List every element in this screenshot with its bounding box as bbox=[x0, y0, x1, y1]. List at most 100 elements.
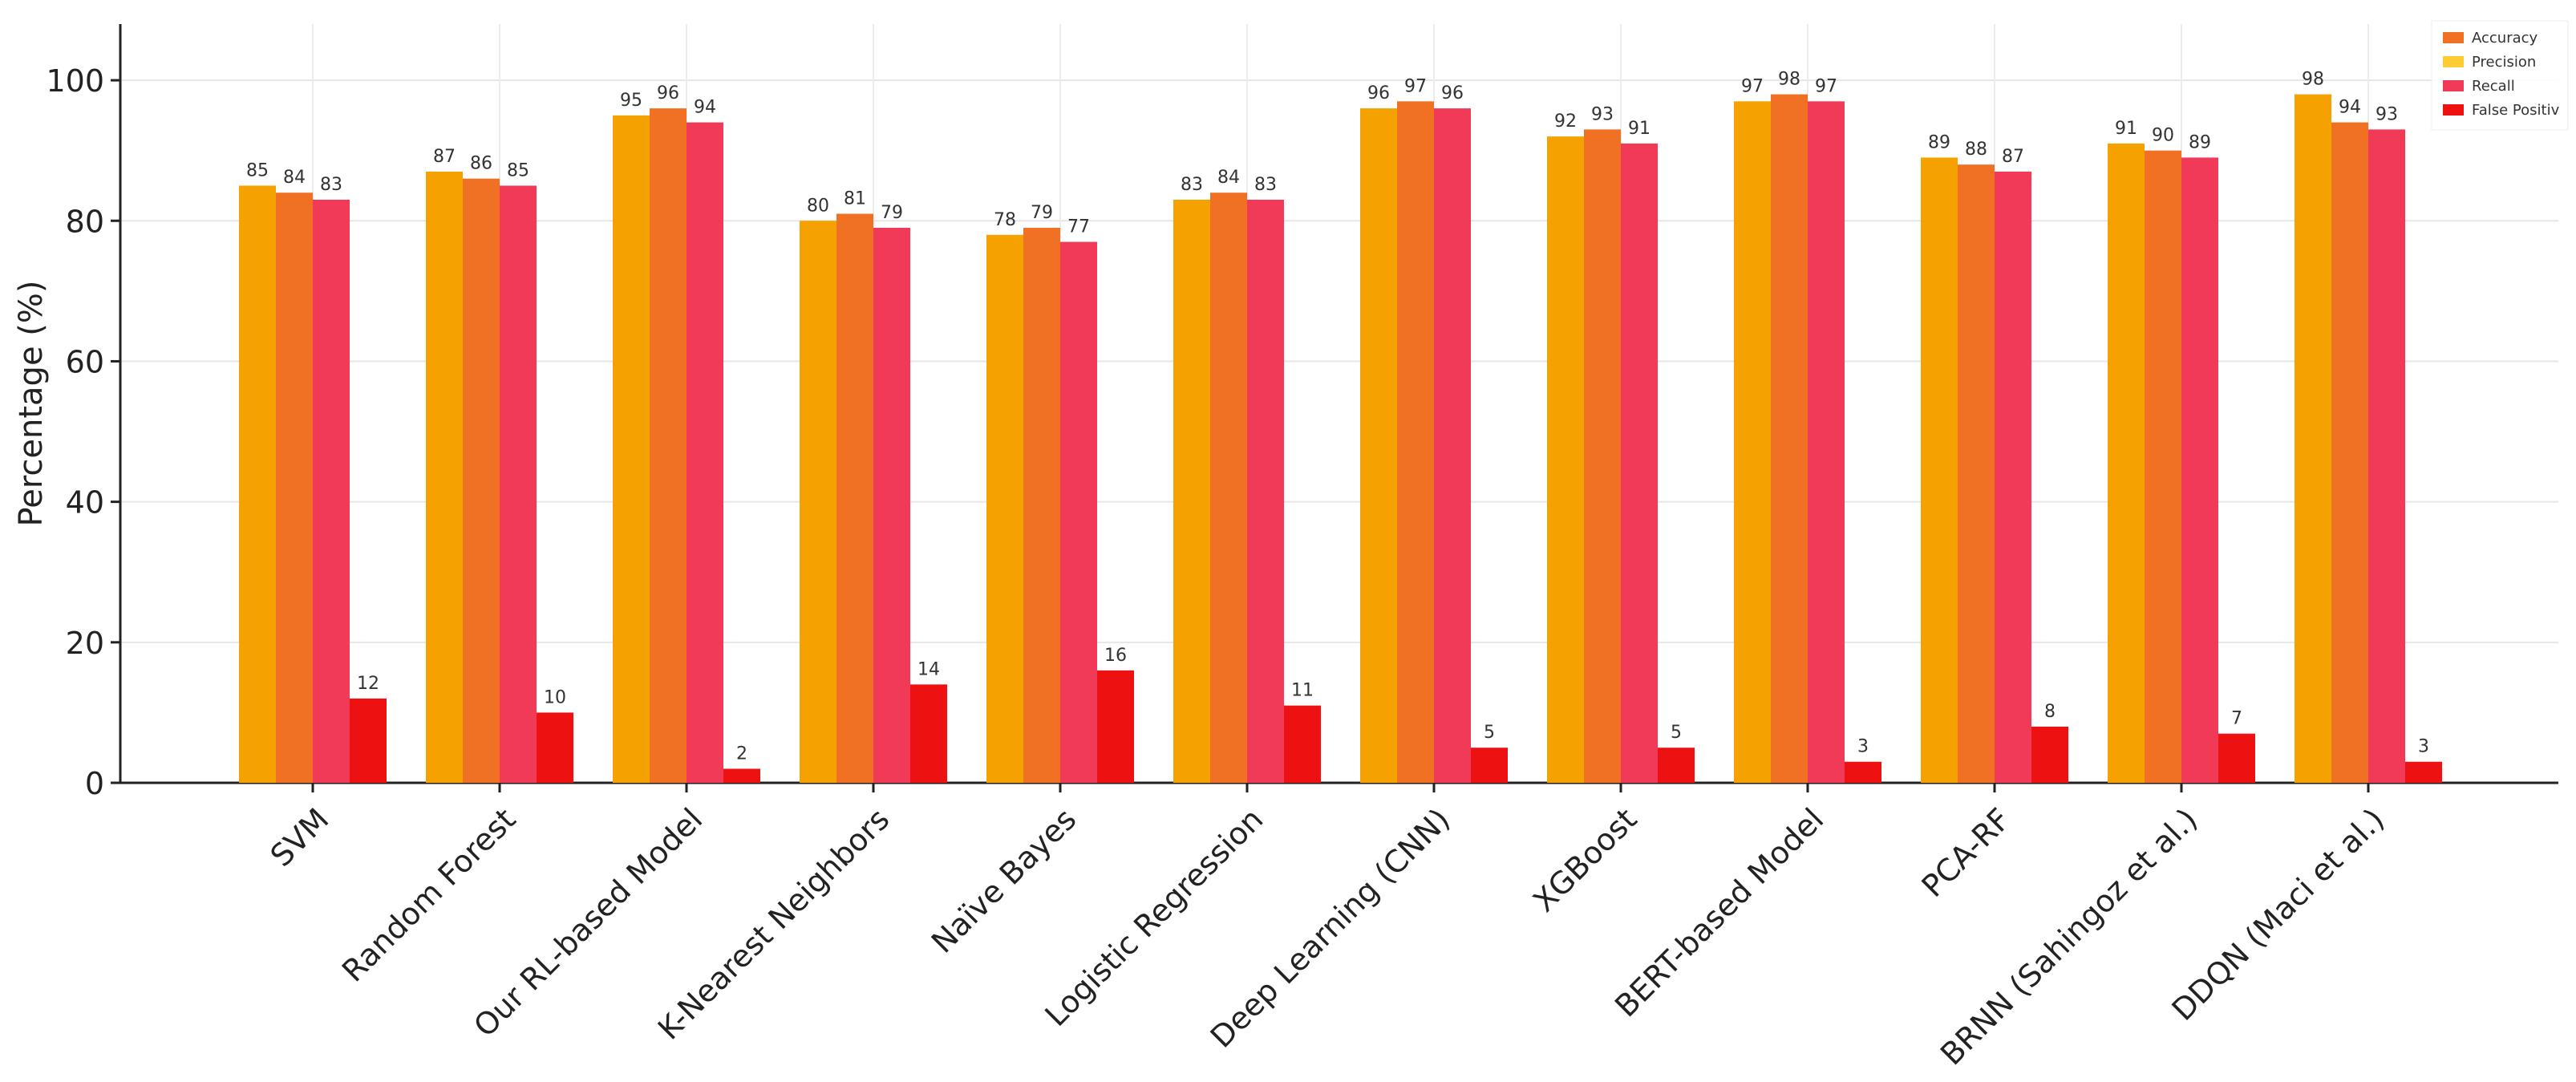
bar-precision bbox=[1397, 101, 1434, 783]
data-label: 89 bbox=[1928, 132, 1950, 152]
bar-accuracy bbox=[800, 221, 836, 783]
bar-false-positiv bbox=[2218, 733, 2255, 783]
bar-false-positiv bbox=[1658, 748, 1695, 783]
y-tick-label: 20 bbox=[66, 626, 104, 661]
data-label: 5 bbox=[1484, 723, 1495, 743]
legend: Accuracy Precision Recall False Positiv bbox=[2431, 20, 2569, 131]
bar-accuracy bbox=[2108, 143, 2145, 783]
x-tick-label: Naïve Bayes bbox=[925, 801, 1083, 959]
bar-precision bbox=[1958, 164, 1995, 783]
bar-precision bbox=[1023, 228, 1060, 783]
data-label: 92 bbox=[1554, 111, 1577, 132]
bar-false-positiv bbox=[537, 712, 573, 783]
bar-accuracy bbox=[986, 234, 1023, 783]
bar-false-positiv bbox=[2031, 726, 2068, 783]
bar-recall bbox=[1621, 143, 1658, 783]
data-label: 98 bbox=[1778, 70, 1800, 90]
bar-accuracy bbox=[1547, 136, 1584, 784]
bar-recall bbox=[313, 199, 350, 784]
x-tick-label: PCA-RF bbox=[1915, 801, 2018, 904]
data-label: 94 bbox=[2339, 98, 2361, 118]
bar-accuracy bbox=[613, 115, 650, 784]
bar-recall bbox=[687, 122, 723, 783]
bar-accuracy bbox=[2295, 94, 2331, 783]
data-label: 16 bbox=[1104, 646, 1127, 666]
bar-accuracy bbox=[1360, 108, 1397, 784]
bar-precision bbox=[463, 178, 500, 783]
bar-precision bbox=[1210, 192, 1247, 783]
data-label: 14 bbox=[917, 659, 940, 679]
bar-recall bbox=[873, 228, 910, 783]
x-tick-label: SVM bbox=[264, 801, 336, 873]
legend-swatch bbox=[2443, 104, 2464, 115]
data-label: 8 bbox=[2044, 702, 2056, 722]
data-label: 3 bbox=[1857, 737, 1869, 757]
data-label: 97 bbox=[1404, 76, 1427, 96]
data-label: 93 bbox=[2376, 104, 2398, 124]
legend-label: Accuracy bbox=[2472, 30, 2538, 47]
x-tick-label: DDQN (Maci et al.) bbox=[2165, 801, 2392, 1027]
data-label: 84 bbox=[283, 168, 306, 188]
data-label: 5 bbox=[1671, 723, 1682, 743]
data-label: 7 bbox=[2231, 709, 2242, 729]
legend-swatch bbox=[2443, 56, 2464, 67]
data-label: 79 bbox=[881, 203, 903, 223]
data-label: 81 bbox=[844, 189, 866, 209]
data-label: 87 bbox=[433, 147, 456, 167]
data-label: 87 bbox=[2002, 147, 2024, 167]
y-tick-label: 60 bbox=[66, 344, 104, 379]
data-label: 91 bbox=[2115, 119, 2137, 139]
data-label: 12 bbox=[357, 674, 379, 694]
data-label: 95 bbox=[620, 91, 642, 111]
data-label: 96 bbox=[657, 83, 679, 103]
bar-false-positiv bbox=[350, 698, 387, 783]
bar-recall bbox=[1995, 171, 2031, 783]
data-label: 85 bbox=[507, 160, 529, 180]
bar-false-positiv bbox=[910, 684, 947, 783]
bar-false-positiv bbox=[723, 768, 760, 783]
bar-precision bbox=[836, 213, 873, 783]
legend-swatch bbox=[2443, 80, 2464, 91]
y-tick-label: 40 bbox=[66, 485, 104, 521]
y-tick-label: 80 bbox=[66, 204, 104, 239]
bar-precision bbox=[276, 192, 313, 783]
x-tick-label: BERT-based Model bbox=[1608, 801, 1830, 1023]
bar-precision bbox=[1771, 94, 1808, 783]
bar-recall bbox=[500, 185, 537, 784]
bar-accuracy bbox=[1734, 101, 1771, 783]
bar-recall bbox=[1808, 101, 1845, 783]
data-label: 88 bbox=[1965, 140, 1987, 160]
data-label: 91 bbox=[1628, 119, 1651, 139]
legend-label: Recall bbox=[2472, 78, 2515, 95]
data-label: 90 bbox=[2152, 126, 2174, 146]
y-axis-label: Percentage (%) bbox=[13, 281, 50, 527]
legend-label: Precision bbox=[2472, 54, 2536, 71]
data-label: 94 bbox=[694, 98, 716, 118]
bar-recall bbox=[2368, 129, 2405, 783]
bar-precision bbox=[2145, 150, 2181, 783]
data-label: 83 bbox=[1181, 175, 1203, 195]
bar-false-positiv bbox=[1097, 670, 1134, 783]
bar-false-positiv bbox=[1284, 705, 1321, 783]
data-label: 93 bbox=[1591, 104, 1614, 124]
bar-false-positiv bbox=[1471, 748, 1508, 783]
data-label: 83 bbox=[1254, 175, 1277, 195]
bar-precision bbox=[1584, 129, 1621, 783]
data-label: 85 bbox=[246, 160, 269, 180]
bar-recall bbox=[1247, 199, 1284, 784]
data-label: 2 bbox=[736, 744, 747, 764]
bar-precision bbox=[2331, 122, 2368, 783]
bar-accuracy bbox=[1173, 199, 1210, 784]
data-label: 96 bbox=[1441, 83, 1464, 103]
bar-recall bbox=[1434, 108, 1471, 784]
x-tick-label: XGBoost bbox=[1526, 801, 1643, 918]
data-label: 3 bbox=[2418, 737, 2429, 757]
bar-accuracy bbox=[426, 171, 463, 783]
data-label: 10 bbox=[544, 687, 566, 707]
bar-false-positiv bbox=[1845, 761, 1881, 783]
bar-accuracy bbox=[239, 185, 276, 784]
data-label: 80 bbox=[807, 196, 829, 216]
data-label: 98 bbox=[2302, 70, 2324, 90]
